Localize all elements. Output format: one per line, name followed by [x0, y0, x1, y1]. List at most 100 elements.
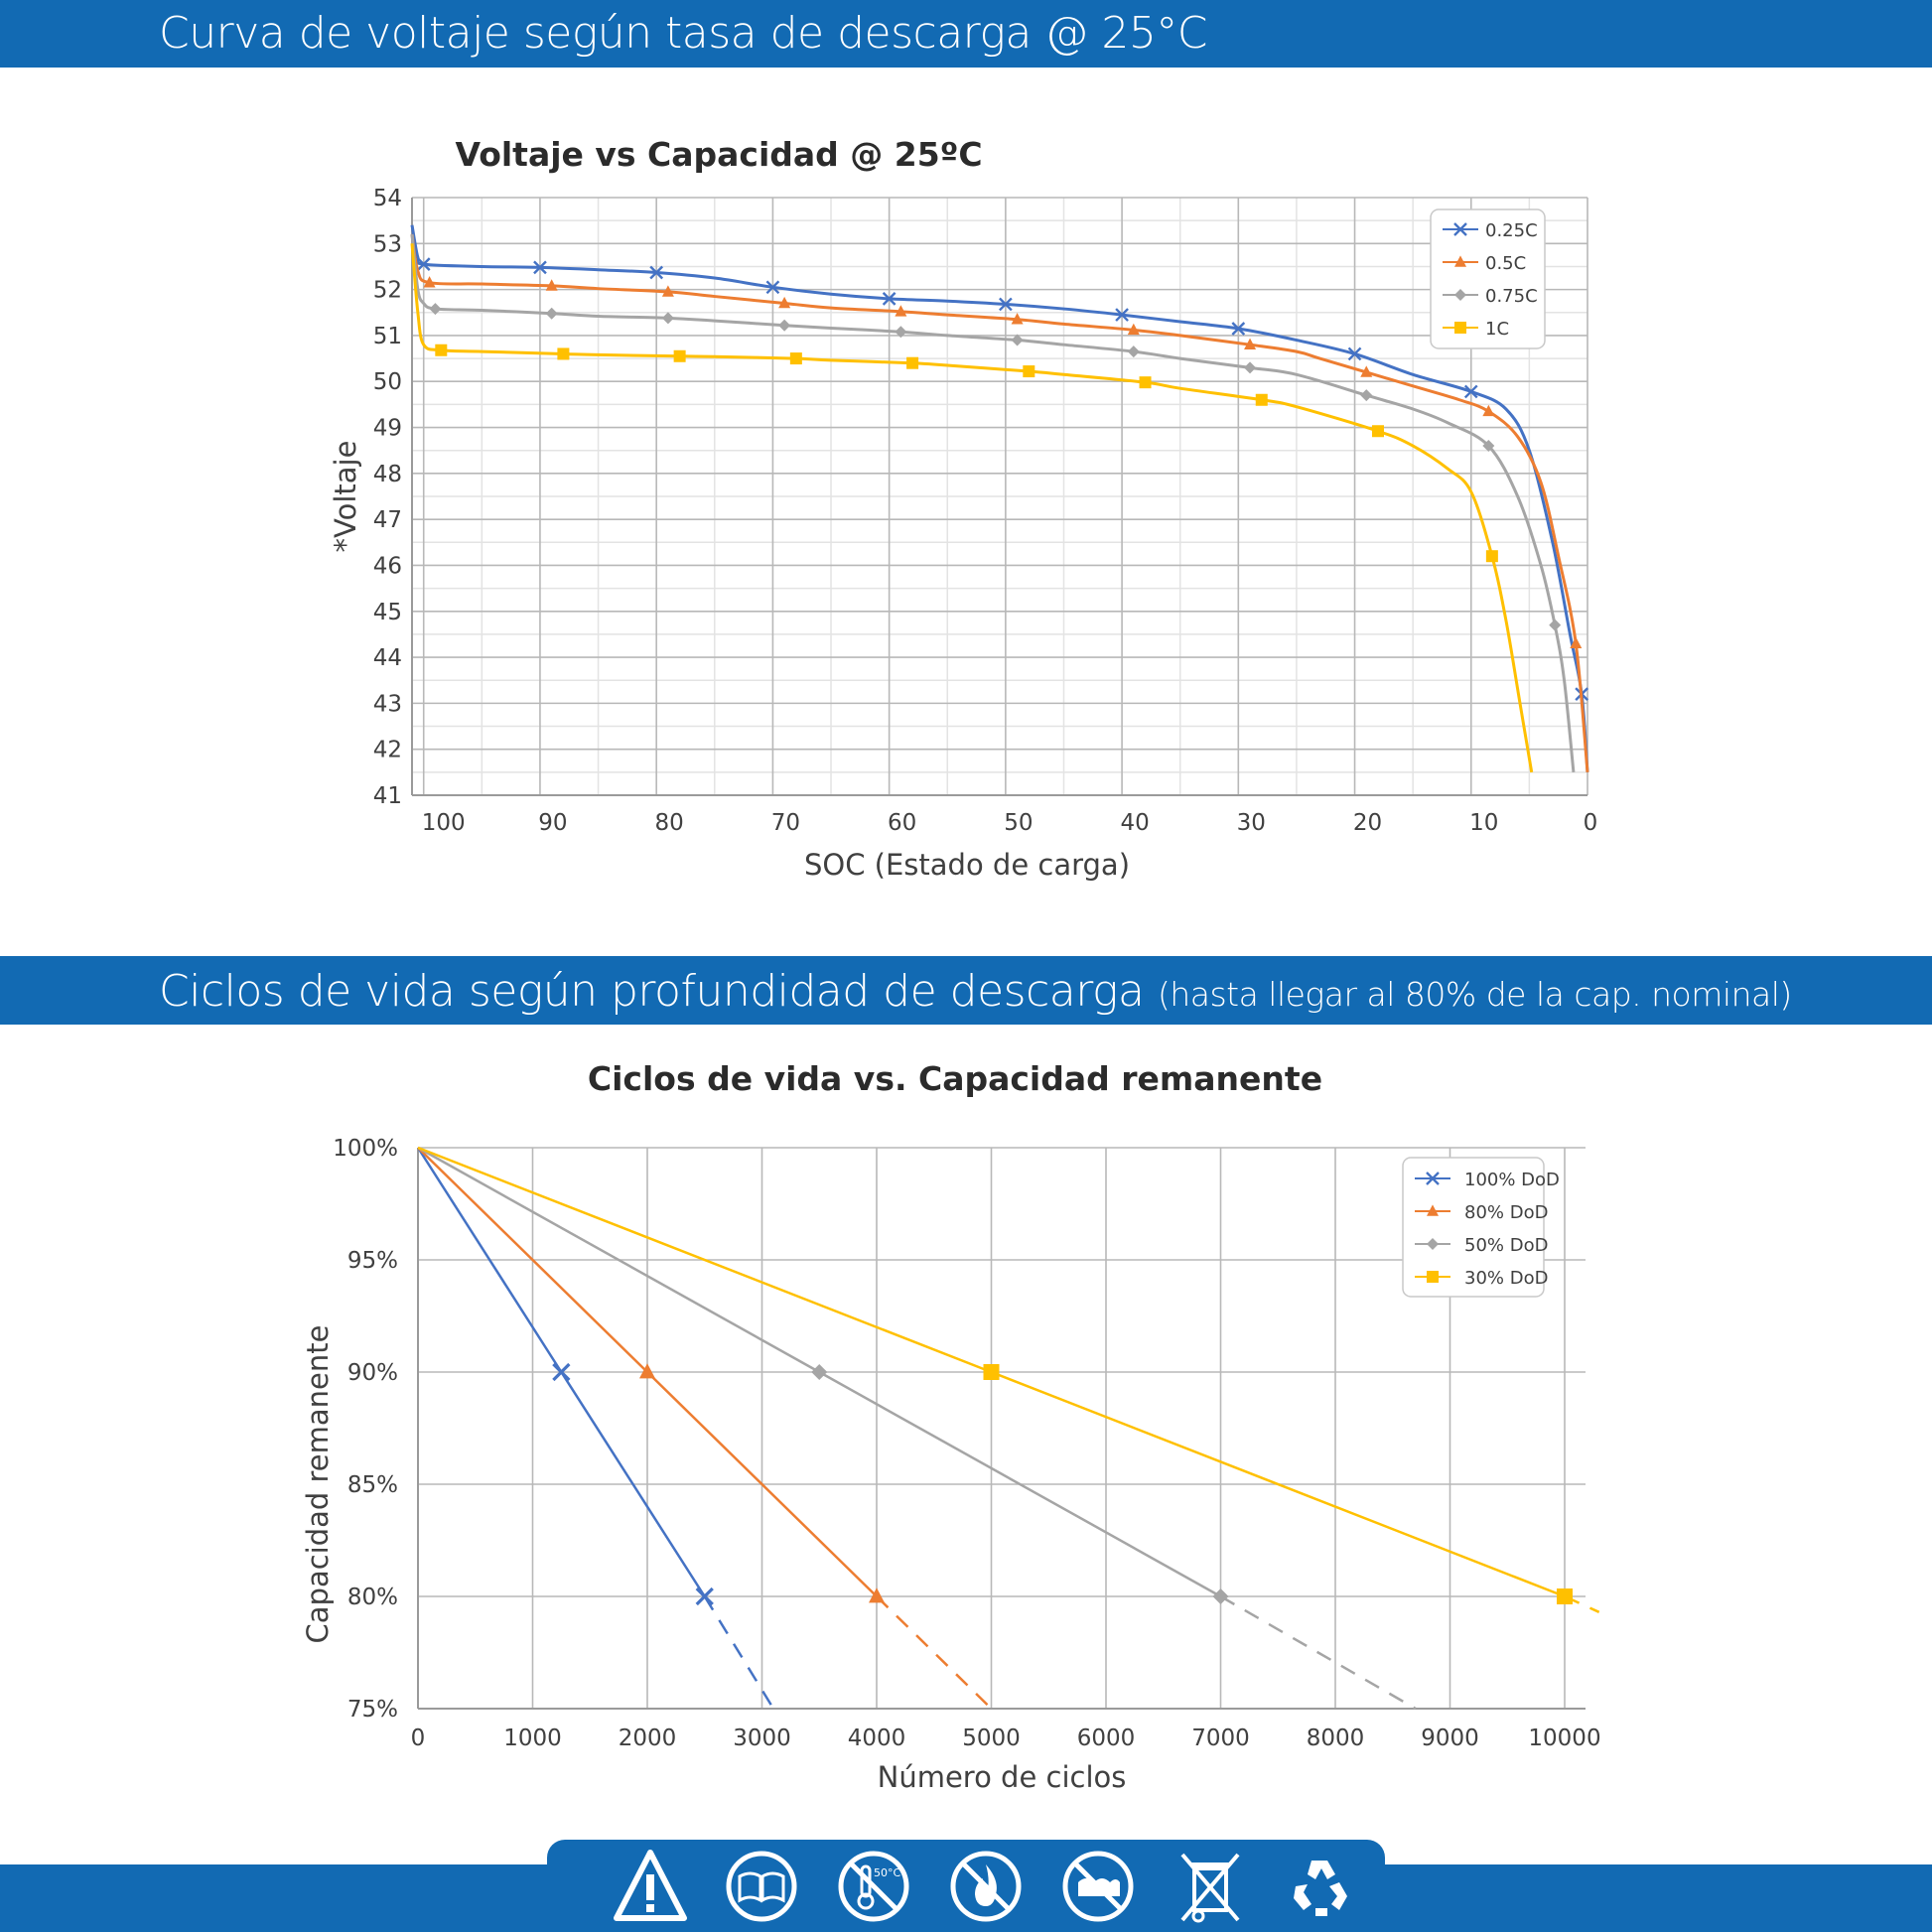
data-point: [811, 1364, 828, 1380]
temperature-limit-text: 50°C: [874, 1866, 900, 1879]
data-point: [1371, 425, 1384, 438]
data-point: [895, 305, 907, 317]
y-tick-label: 48: [373, 462, 402, 487]
data-point: [1011, 313, 1024, 325]
data-point: [416, 257, 431, 271]
x-tick-label: 10000: [1528, 1725, 1600, 1751]
legend-marker: [1427, 1238, 1439, 1250]
chart-title: Voltaje vs Capacidad @ 25ºC: [455, 135, 982, 174]
x-tick-label: 10: [1469, 810, 1498, 836]
legend-item: 0.25C: [1443, 220, 1538, 241]
legend-label: 0.75C: [1485, 286, 1538, 307]
legend-item: 100% DoD: [1415, 1170, 1560, 1190]
data-point: [533, 260, 547, 275]
data-point: [1244, 338, 1257, 349]
data-point: [882, 292, 897, 306]
legend-marker: [1453, 222, 1467, 236]
data-point: [1231, 322, 1246, 336]
y-tick-label: 90%: [347, 1360, 398, 1386]
data-point: [983, 1364, 1000, 1380]
y-tick-label: 51: [373, 324, 402, 349]
legend-marker: [1427, 1204, 1439, 1216]
y-tick-label: 54: [373, 186, 402, 211]
cycles-chart: Ciclos de vida vs. Capacidad remanente 0 1…: [301, 1059, 1601, 1794]
data-point: [869, 1587, 885, 1603]
series-2: [410, 233, 1576, 772]
no-trash-icon: [1180, 1853, 1240, 1923]
data-point: [999, 297, 1013, 312]
series-line: [410, 233, 1576, 772]
x-tick-label: 40: [1120, 810, 1149, 836]
y-tick-label: 53: [373, 231, 402, 257]
temperature-limit-icon: 50°C: [838, 1851, 909, 1922]
series-line: [410, 243, 1534, 773]
x-tick-label: 6000: [1077, 1725, 1136, 1751]
data-point: [1127, 345, 1140, 358]
data-point: [1212, 1588, 1229, 1604]
y-axis-label: Capacidad remanente: [301, 1325, 335, 1644]
y-tick-label: 75%: [347, 1697, 398, 1723]
legend-label: 0.25C: [1485, 220, 1538, 241]
series-line: [410, 233, 1589, 772]
y-axis-label: *Voltaje: [329, 441, 362, 553]
data-point: [435, 344, 448, 356]
data-point: [1011, 334, 1024, 346]
x-tick-label: 1000: [503, 1725, 562, 1751]
data-point: [1360, 365, 1373, 377]
data-point: [1023, 365, 1035, 378]
x-tick-label: 70: [771, 810, 800, 836]
y-tick-label: 42: [373, 738, 402, 763]
data-point: [1549, 619, 1562, 631]
data-point: [661, 312, 674, 325]
x-tick-label: 80: [655, 810, 684, 836]
data-point: [429, 303, 442, 316]
legend-label: 0.5C: [1485, 253, 1526, 274]
legend-marker: [1454, 289, 1466, 301]
x-tick-label: 0: [411, 1725, 426, 1751]
x-tick-label: 100: [422, 810, 466, 836]
data-point: [1115, 308, 1129, 322]
section-title-cycles-main: Ciclos de vida según profundidad de desc…: [159, 966, 1145, 1017]
data-point: [423, 276, 436, 288]
x-tick-label: 90: [538, 810, 567, 836]
legend-item: 1C: [1443, 319, 1509, 340]
data-point: [1139, 376, 1152, 389]
y-tick-label: 44: [373, 645, 402, 671]
data-point: [789, 352, 802, 365]
data-point: [545, 307, 558, 320]
legend-box: [1430, 208, 1546, 349]
legend-item: 80% DoD: [1415, 1202, 1548, 1223]
warning-icon: [614, 1850, 687, 1921]
header-banner-cycles: Ciclos de vida según profundidad de desc…: [0, 956, 1932, 1025]
legend: 0.25C 0.5C 0.75C 1C: [1430, 208, 1546, 349]
x-tick-label: 9000: [1421, 1725, 1479, 1751]
series-1: [417, 1147, 993, 1710]
data-point: [557, 347, 570, 360]
series-extrapolation: [876, 1595, 993, 1710]
data-point: [765, 280, 780, 295]
data-point: [778, 296, 791, 309]
data-point: [1557, 1588, 1573, 1604]
legend-marker: [1427, 1271, 1439, 1283]
x-tick-label: 50: [1004, 810, 1033, 836]
legend-item: 0.5C: [1443, 253, 1526, 274]
data-point: [1127, 323, 1140, 336]
data-point: [1360, 389, 1373, 402]
no-fire-icon: [950, 1851, 1022, 1922]
legend-label: 1C: [1485, 319, 1509, 340]
y-tick-label: 45: [373, 600, 402, 625]
data-point: [1570, 636, 1583, 648]
legend-item: 30% DoD: [1415, 1268, 1548, 1289]
series-extrapolation: [703, 1595, 775, 1710]
y-tick-label: 41: [373, 783, 402, 809]
data-point: [1347, 346, 1362, 361]
data-point: [1255, 393, 1268, 406]
x-tick-label: 5000: [962, 1725, 1021, 1751]
series-3: [417, 1146, 1600, 1613]
read-manual-icon: [726, 1851, 797, 1922]
recycle-icon: [1294, 1861, 1347, 1916]
legend-label: 50% DoD: [1464, 1235, 1548, 1256]
legend-item: 50% DoD: [1415, 1235, 1548, 1256]
y-tick-label: 50: [373, 369, 402, 395]
